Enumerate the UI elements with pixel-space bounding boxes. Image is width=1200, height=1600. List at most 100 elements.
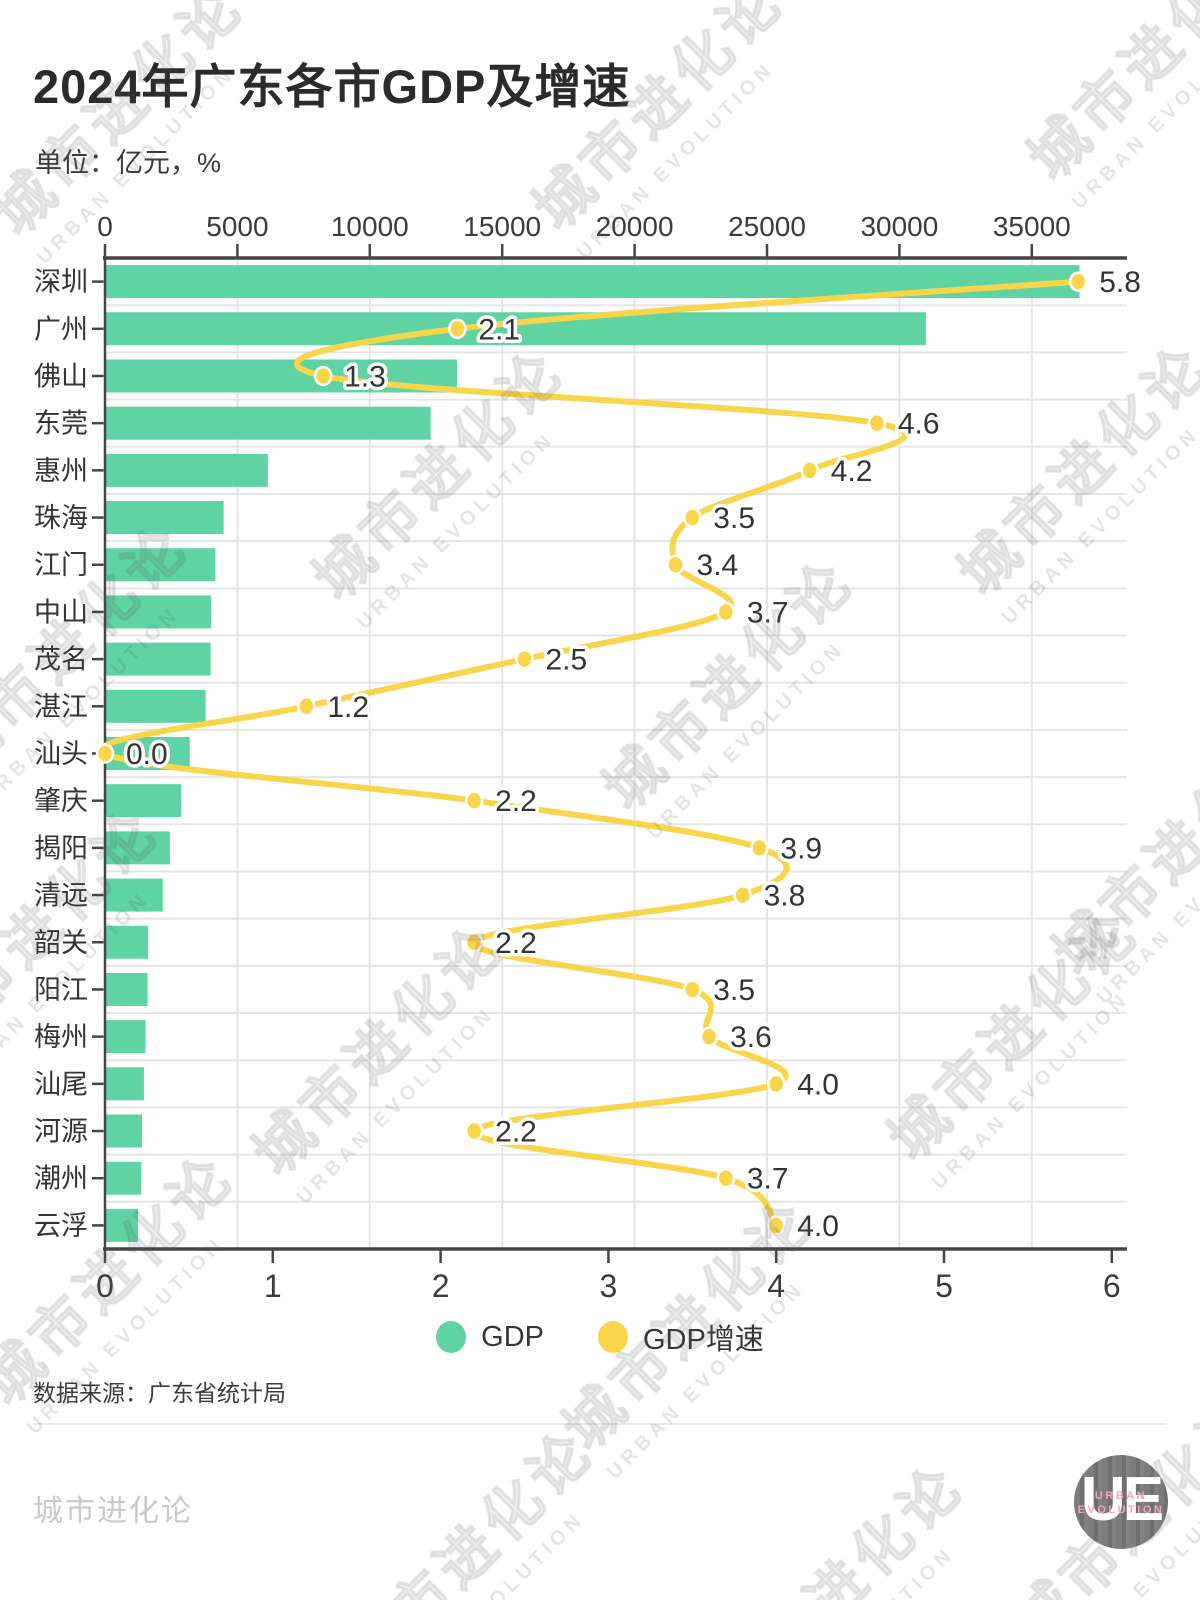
growth-legend-swatch xyxy=(598,1321,628,1353)
source-note: 数据来源：广东省统计局 xyxy=(33,1380,286,1406)
growth-point xyxy=(800,460,820,481)
city-label: 汕头 xyxy=(34,739,88,769)
growth-value-label: 1.2 xyxy=(327,691,369,724)
city-label: 深圳 xyxy=(34,267,88,297)
gdp-legend-label: GDP xyxy=(481,1320,544,1353)
growth-point xyxy=(766,1215,786,1236)
city-label: 河源 xyxy=(34,1117,88,1147)
top-axis-tick-label: 35000 xyxy=(993,211,1071,242)
growth-value-label: 2.5 xyxy=(546,644,588,677)
ue-logo-line1: URBAN xyxy=(1094,1490,1148,1502)
city-label: 阳江 xyxy=(34,975,88,1005)
growth-point xyxy=(683,979,702,1000)
growth-point xyxy=(448,318,467,340)
city-label: 惠州 xyxy=(34,456,88,486)
gdp-bar xyxy=(105,406,431,440)
growth-value-label: 4.0 xyxy=(797,1068,839,1101)
gdp-bar xyxy=(105,1114,143,1148)
gdp-legend-swatch xyxy=(436,1321,467,1353)
gdp-bar xyxy=(105,312,926,346)
city-label: 湛江 xyxy=(34,692,88,722)
gdp-bar xyxy=(105,453,268,487)
city-label: 清远 xyxy=(34,881,88,911)
top-axis-tick-label: 20000 xyxy=(596,211,674,242)
city-label: 韶关 xyxy=(34,928,88,958)
growth-value-label: 3.5 xyxy=(713,502,755,535)
city-label: 潮州 xyxy=(34,1164,88,1194)
growth-value-label: 2.1 xyxy=(478,313,520,346)
growth-point xyxy=(297,696,316,717)
bottom-axis-tick-label: 0 xyxy=(96,1268,114,1304)
growth-value-label: 3.5 xyxy=(713,974,755,1007)
top-axis-tick-label: 10000 xyxy=(331,211,409,242)
growth-value-label: 5.8 xyxy=(1099,266,1141,299)
ue-logo-subtitle: URBAN EVOLUTION xyxy=(1074,1489,1168,1518)
ue-logo: UE URBAN EVOLUTION xyxy=(1074,1455,1168,1549)
ue-logo-line2: EVOLUTION xyxy=(1077,1504,1165,1517)
bottom-axis-tick-label: 1 xyxy=(264,1268,282,1304)
growth-point xyxy=(464,932,484,953)
growth-point xyxy=(666,554,685,575)
growth-point xyxy=(464,790,484,811)
legend-item-gdp: GDP xyxy=(436,1321,544,1354)
gdp-bar xyxy=(105,689,206,723)
top-axis-tick-label: 30000 xyxy=(860,211,938,242)
city-label: 广州 xyxy=(34,314,88,344)
gdp-bar xyxy=(105,1161,142,1195)
growth-value-label: 0.0 xyxy=(126,738,168,771)
growth-line xyxy=(98,278,1082,1229)
growth-value-label: 2.2 xyxy=(495,785,537,818)
city-label: 云浮 xyxy=(34,1211,88,1241)
gdp-bar xyxy=(105,1020,146,1054)
top-axis-tick-label: 5000 xyxy=(206,211,268,242)
bottom-axis-tick-label: 2 xyxy=(432,1268,450,1304)
growth-point xyxy=(733,884,752,906)
bottom-axis-tick-label: 5 xyxy=(935,1268,953,1304)
growth-point xyxy=(750,837,769,859)
city-label: 揭阳 xyxy=(34,833,88,863)
top-axis-tick-label: 15000 xyxy=(463,211,541,242)
growth-value-label: 4.2 xyxy=(831,455,873,488)
page-title: 2024年广东各市GDP及增速 xyxy=(33,60,631,113)
bottom-axis-tick-label: 6 xyxy=(1103,1268,1121,1304)
growth-legend-label: GDP增速 xyxy=(643,1324,764,1356)
growth-point xyxy=(515,648,534,670)
growth-point xyxy=(867,412,887,434)
top-axis-tick-label: 25000 xyxy=(728,211,806,242)
growth-point xyxy=(313,365,333,387)
growth-point xyxy=(699,1026,719,1047)
city-label: 梅州 xyxy=(34,1022,88,1052)
gdp-bar xyxy=(105,1208,139,1242)
growth-point xyxy=(683,507,702,528)
growth-point xyxy=(716,601,736,623)
gdp-bar xyxy=(105,548,216,582)
ue-logo-monogram: UE xyxy=(1080,1465,1164,1534)
gdp-bar xyxy=(105,878,163,912)
growth-value-label: 3.9 xyxy=(780,832,822,865)
city-label: 中山 xyxy=(34,597,88,627)
legend: GDP GDP增速 xyxy=(0,1316,1200,1358)
top-axis-tick-label: 0 xyxy=(97,211,113,242)
growth-value-label: 4.6 xyxy=(898,408,940,441)
growth-value-label: 3.6 xyxy=(730,1021,772,1054)
footer-brand: 城市进化论 xyxy=(33,1495,193,1528)
gdp-bar xyxy=(105,501,224,535)
growth-value-label: 3.4 xyxy=(697,549,739,582)
growth-point xyxy=(95,743,115,764)
gdp-bar xyxy=(105,595,212,629)
gdp-bar xyxy=(105,972,148,1006)
gdp-bar xyxy=(105,1067,144,1101)
city-label: 东莞 xyxy=(34,409,88,439)
gdp-bar xyxy=(105,642,211,676)
city-label: 茂名 xyxy=(34,645,88,675)
growth-value-label: 2.2 xyxy=(495,1116,537,1149)
city-label: 佛山 xyxy=(34,361,88,391)
bottom-axis-tick-label: 3 xyxy=(600,1268,618,1304)
gdp-bar xyxy=(105,831,170,865)
city-label: 江门 xyxy=(34,550,88,580)
footer-divider xyxy=(33,1423,1167,1425)
unit-label: 单位：亿元，% xyxy=(35,148,222,178)
growth-value-label: 2.2 xyxy=(495,927,537,960)
